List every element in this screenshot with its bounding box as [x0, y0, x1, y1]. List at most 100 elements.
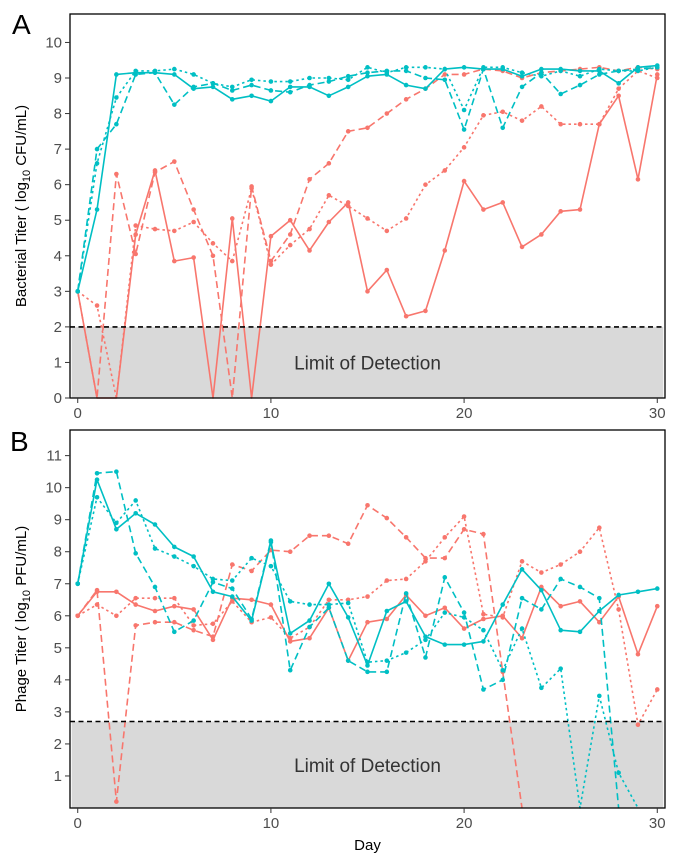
data-point — [423, 308, 428, 314]
y-tick-label: 3 — [54, 283, 62, 300]
data-point — [326, 193, 332, 198]
data-point — [635, 177, 641, 182]
data-point — [152, 226, 158, 232]
data-point — [384, 111, 390, 116]
data-point — [114, 121, 119, 127]
data-point — [229, 258, 235, 264]
data-point — [172, 629, 177, 635]
data-point — [365, 502, 370, 508]
y-tick-label: 1 — [54, 354, 62, 371]
data-point — [94, 303, 100, 308]
y-tick-label: 7 — [54, 576, 62, 593]
data-point — [191, 618, 196, 623]
data-point — [539, 587, 544, 593]
data-point — [268, 538, 274, 543]
data-point — [210, 241, 216, 246]
data-point — [114, 520, 119, 526]
data-point — [191, 563, 196, 569]
data-point — [403, 82, 409, 88]
y-tick-label: 3 — [54, 704, 62, 721]
data-point — [519, 595, 525, 601]
data-point — [558, 121, 563, 127]
data-point — [307, 602, 312, 607]
data-point — [461, 127, 467, 132]
data-point — [172, 72, 177, 77]
data-point — [539, 570, 544, 575]
data-point — [442, 168, 448, 173]
data-point — [519, 84, 525, 90]
data-point — [326, 533, 332, 539]
data-point — [384, 267, 390, 273]
series-teal-dotted — [75, 65, 660, 294]
data-point — [345, 200, 351, 205]
series-teal-dotted — [75, 494, 639, 809]
data-point — [384, 669, 390, 675]
data-point — [326, 219, 332, 225]
series-line — [76, 66, 658, 292]
data-point — [172, 544, 177, 550]
data-point — [654, 687, 660, 692]
data-point — [172, 102, 177, 107]
data-point — [539, 607, 544, 612]
data-point — [442, 77, 448, 83]
data-point — [345, 84, 351, 90]
data-point — [249, 82, 254, 88]
x-tick-label: 20 — [456, 405, 473, 422]
data-point — [481, 207, 486, 212]
data-point — [558, 576, 563, 582]
data-point — [577, 599, 583, 604]
data-point — [577, 121, 583, 127]
data-point — [519, 567, 525, 572]
data-point — [133, 551, 138, 556]
x-axis-title: Day — [354, 837, 381, 854]
series-red-dotted — [75, 514, 660, 728]
y-axis-title-subscript: 10 — [21, 170, 33, 182]
data-point — [461, 514, 467, 519]
data-point — [365, 125, 370, 131]
series-line — [76, 66, 658, 292]
data-point — [384, 515, 390, 521]
data-point — [481, 687, 486, 692]
data-point — [403, 535, 409, 540]
data-point — [403, 591, 409, 596]
data-point — [326, 79, 332, 84]
data-point — [172, 228, 177, 234]
data-point — [654, 586, 660, 591]
data-point — [423, 655, 428, 660]
series-line — [76, 470, 620, 809]
data-point — [307, 635, 312, 641]
data-point — [365, 669, 370, 675]
data-point — [635, 722, 641, 728]
data-point — [616, 68, 621, 74]
data-point — [461, 65, 467, 70]
data-point — [326, 597, 332, 603]
data-point — [500, 615, 506, 620]
y-axis-title-part: PFU/mL) — [13, 526, 30, 590]
data-point — [461, 626, 467, 631]
data-point — [654, 603, 660, 609]
series-teal-solid — [75, 63, 660, 294]
data-point — [307, 624, 312, 630]
data-point — [307, 226, 312, 232]
data-point — [597, 619, 602, 625]
data-point — [75, 289, 81, 294]
data-point — [133, 223, 138, 228]
data-point — [519, 118, 525, 123]
data-point — [403, 650, 409, 655]
data-point — [326, 161, 332, 166]
data-point — [500, 200, 506, 205]
data-point — [210, 576, 216, 582]
data-point — [172, 258, 177, 264]
data-point — [365, 659, 370, 665]
y-axis-title-part: CFU/mL) — [13, 105, 30, 170]
data-point — [172, 159, 177, 164]
y-tick-label: 8 — [54, 544, 62, 561]
data-point — [152, 595, 158, 601]
data-point — [519, 635, 525, 641]
data-point — [229, 594, 235, 599]
data-point — [442, 605, 448, 611]
data-point — [577, 584, 583, 590]
data-point — [249, 555, 254, 561]
data-point — [94, 602, 100, 607]
